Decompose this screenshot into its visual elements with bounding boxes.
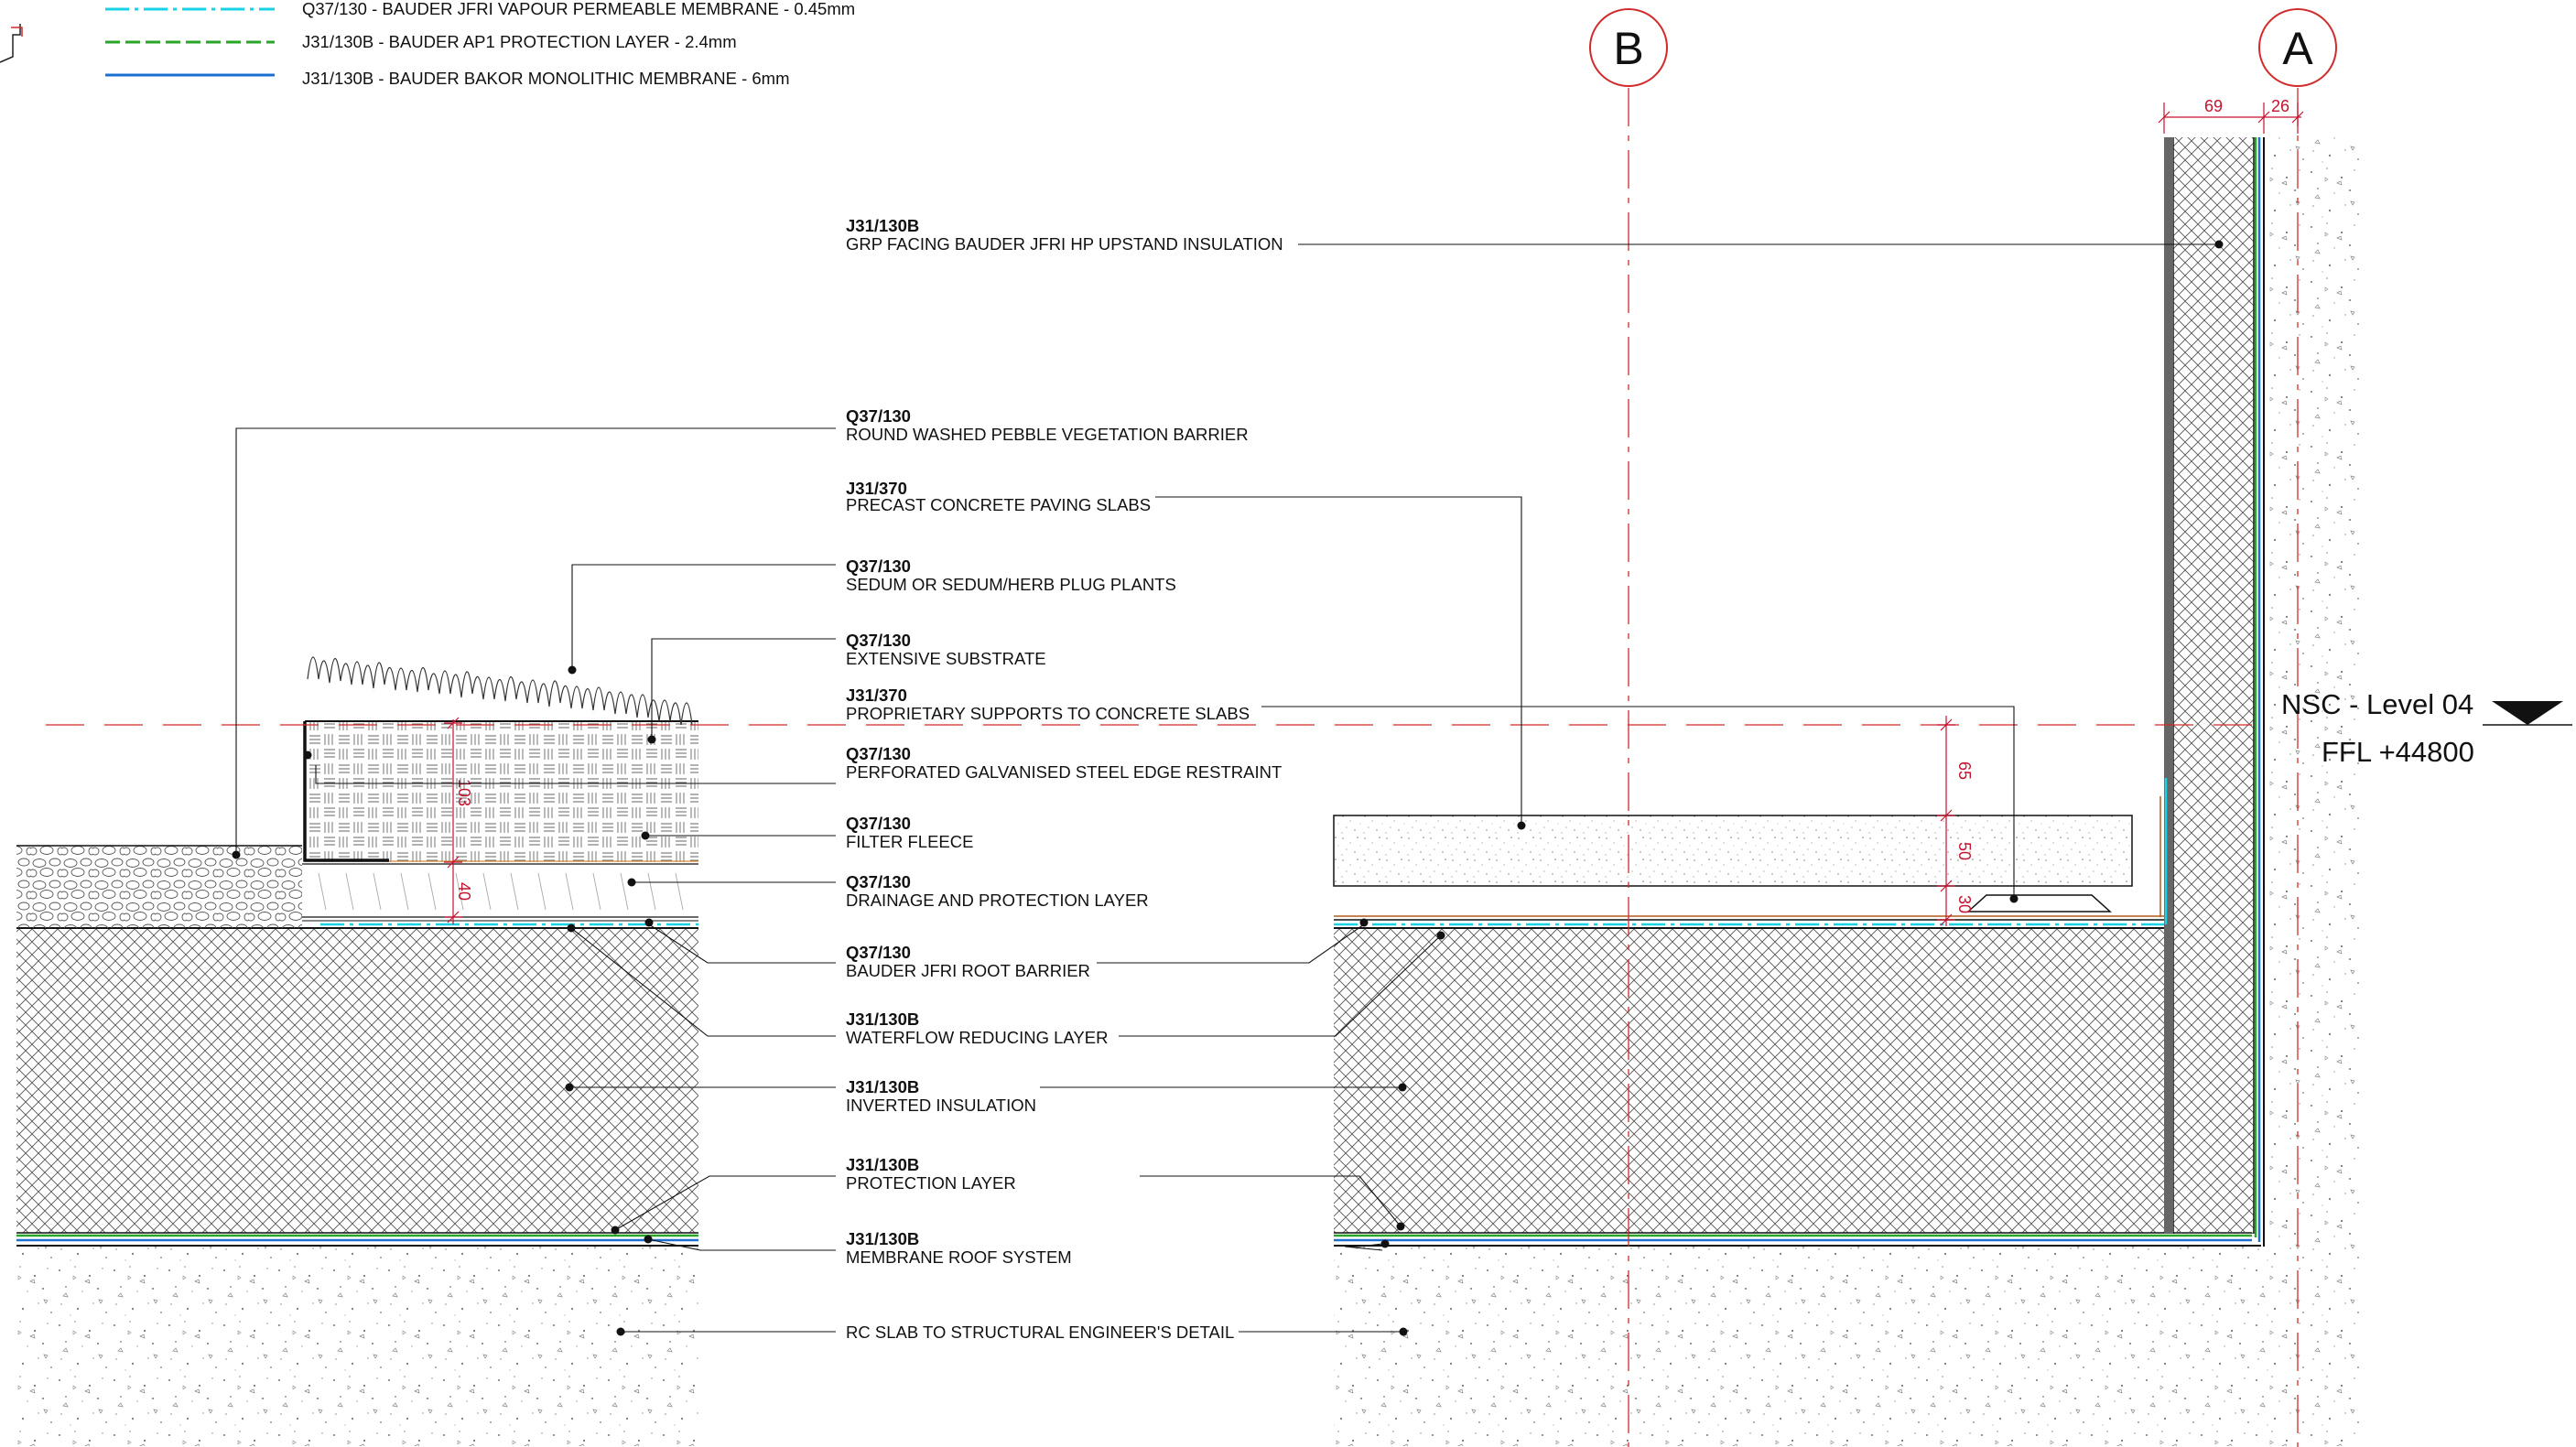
dim-26: 26 <box>2271 97 2289 115</box>
label-text-slab-supports: PROPRIETARY SUPPORTS TO CONCRETE SLABS <box>846 704 1250 723</box>
label-code-filter-fleece: Q37/130 <box>846 814 911 833</box>
dim-50: 50 <box>1955 842 1974 860</box>
paved-terrace-section <box>1333 137 2359 1446</box>
label-text-rc-slab: RC SLAB TO STRUCTURAL ENGINEER'S DETAIL <box>846 1323 1234 1342</box>
pebble-barrier <box>16 846 302 928</box>
label-text-drainage-layer: DRAINAGE AND PROTECTION LAYER <box>846 891 1149 910</box>
label-code-extensive-substrate: Q37/130 <box>846 631 911 650</box>
grid-a-label: A <box>2282 23 2313 74</box>
level-ffl: FFL +44800 <box>2322 736 2474 768</box>
label-code-upstand-insulation: J31/130B <box>846 216 919 235</box>
label-text-filter-fleece: FILTER FLEECE <box>846 832 973 851</box>
dim-69: 69 <box>2204 97 2223 115</box>
rc-slab-right <box>1334 1247 2359 1446</box>
upstand-insulation <box>2173 137 2254 1234</box>
label-code-root-barrier: Q37/130 <box>846 943 911 962</box>
grid-bubble-b <box>1589 8 1668 87</box>
label-code-slab-supports: J31/370 <box>846 686 907 705</box>
drainage-layer <box>302 864 698 917</box>
leader-dots <box>232 240 2224 1336</box>
label-code-paving-slabs: J31/370 <box>846 479 907 498</box>
rc-slab-left <box>16 1247 698 1446</box>
legend-vapour-text: Q37/130 - BAUDER JFRI VAPOUR PERMEABLE M… <box>302 0 855 18</box>
label-text-extensive-substrate: EXTENSIVE SUBSTRATE <box>846 649 1046 668</box>
extensive-substrate <box>305 721 698 864</box>
dimensions <box>444 103 2304 926</box>
level-triangle-icon <box>2492 701 2563 725</box>
label-code-waterflow-layer: J31/130B <box>846 1010 919 1029</box>
grid-bubble-a <box>2258 8 2337 87</box>
grid-b-label: B <box>1613 23 1643 74</box>
label-text-paving-slabs: PRECAST CONCRETE PAVING SLABS <box>846 495 1151 514</box>
paving-slab <box>1333 815 2133 887</box>
label-code-protection-layer: J31/130B <box>846 1155 919 1174</box>
label-code-sedum-plants: Q37/130 <box>846 556 911 576</box>
label-text-sedum-plants: SEDUM OR SEDUM/HERB PLUG PLANTS <box>846 575 1176 594</box>
label-text-waterflow-layer: WATERFLOW REDUCING LAYER <box>846 1028 1108 1047</box>
label-code-pebble-barrier: Q37/130 <box>846 406 911 426</box>
label-text-root-barrier: BAUDER JFRI ROOT BARRIER <box>846 961 1090 980</box>
sheet-border-tick <box>11 27 23 37</box>
level-name: NSC - Level 04 <box>2281 688 2473 720</box>
grp-facing <box>2164 137 2173 1234</box>
insulation-left <box>16 928 698 1233</box>
label-text-upstand-insulation: GRP FACING BAUDER JFRI HP UPSTAND INSULA… <box>846 234 1283 254</box>
steel-edge-restraint <box>303 721 389 862</box>
legend: Q37/130 - BAUDER JFRI VAPOUR PERMEABLE M… <box>105 0 855 88</box>
label-text-inverted-insulation: INVERTED INSULATION <box>846 1096 1036 1115</box>
insulation-right <box>1334 928 2164 1233</box>
green-roof-section <box>16 656 698 1446</box>
legend-protection-text: J31/130B - BAUDER AP1 PROTECTION LAYER -… <box>302 32 737 51</box>
leader-lines <box>235 243 2219 1333</box>
level-marker: NSC - Level 04 FFL +44800 <box>2281 688 2572 768</box>
dim-103: 103 <box>455 779 473 806</box>
label-text-protection-layer: PROTECTION LAYER <box>846 1173 1016 1193</box>
sedum-plants <box>307 656 693 726</box>
label-text-membrane-roof: MEMBRANE ROOF SYSTEM <box>846 1247 1072 1267</box>
label-code-drainage-layer: Q37/130 <box>846 872 911 891</box>
label-code-membrane-roof: J31/130B <box>846 1229 919 1248</box>
label-code-inverted-insulation: J31/130B <box>846 1077 919 1096</box>
sheet-border-fragment <box>0 24 21 63</box>
label-text-pebble-barrier: ROUND WASHED PEBBLE VEGETATION BARRIER <box>846 425 1249 444</box>
rc-wall <box>2268 137 2359 1247</box>
legend-monolithic-text: J31/130B - BAUDER BAKOR MONOLITHIC MEMBR… <box>302 69 790 88</box>
label-code-edge-restraint: Q37/130 <box>846 744 911 763</box>
annotation-labels: J31/130B GRP FACING BAUDER JFRI HP UPSTA… <box>846 216 1283 1342</box>
slab-support-pedestal <box>1966 894 2112 912</box>
dim-30: 30 <box>1955 895 1974 913</box>
label-text-edge-restraint: PERFORATED GALVANISED STEEL EDGE RESTRAI… <box>846 762 1282 782</box>
dim-65: 65 <box>1955 761 1974 780</box>
grid-lines: B A <box>46 8 2337 1447</box>
dim-40: 40 <box>455 882 473 901</box>
